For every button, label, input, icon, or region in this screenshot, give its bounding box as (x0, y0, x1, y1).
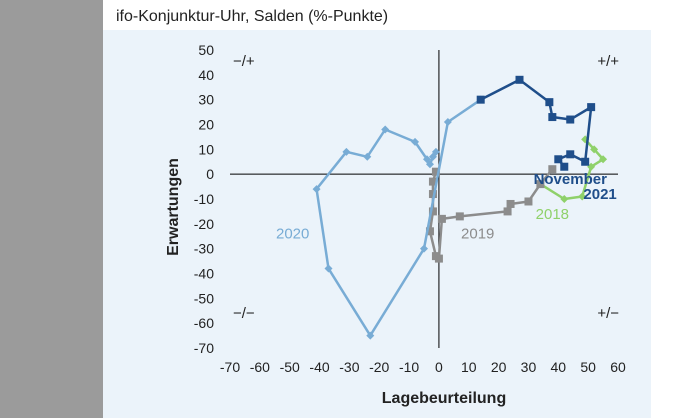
x-tick-label: 30 (521, 359, 537, 375)
y-tick-label: -40 (194, 266, 214, 282)
data-point-2020 (443, 118, 452, 127)
x-tick-label: 50 (580, 359, 596, 375)
x-tick-label: -70 (220, 359, 240, 375)
data-point-2020 (324, 264, 333, 273)
data-point-2021 (554, 155, 563, 164)
x-tick-label: -40 (309, 359, 329, 375)
data-point-2021 (548, 113, 557, 122)
y-tick-label: 10 (198, 141, 214, 157)
data-point-2021 (560, 162, 569, 171)
y-tick-label: -10 (194, 191, 214, 207)
x-axis-title: Lagebeurteilung (382, 390, 506, 407)
y-tick-label: 50 (198, 42, 214, 58)
data-point-2020 (381, 125, 390, 134)
x-tick-label: 10 (461, 359, 477, 375)
data-point-2018 (560, 195, 569, 203)
data-point-2019 (503, 207, 512, 216)
series-annotation-label: November (534, 171, 608, 188)
quadrant-label-bottom-right: +/− (597, 305, 619, 322)
y-tick-label: 30 (198, 92, 214, 108)
data-point-2018 (578, 192, 587, 201)
data-point-2019 (428, 207, 437, 216)
data-point-2020 (363, 152, 372, 161)
data-point-2020 (420, 244, 428, 253)
data-point-2021 (587, 103, 596, 112)
chart-background (103, 30, 651, 418)
data-point-2019 (506, 199, 515, 208)
data-point-2019 (536, 180, 545, 189)
data-point-2020 (342, 147, 351, 156)
data-point-2019 (431, 252, 440, 261)
data-point-2020 (366, 331, 375, 340)
y-tick-label: 0 (206, 166, 214, 182)
y-tick-label: -70 (194, 340, 214, 356)
data-point-2021 (581, 157, 590, 166)
data-point-2021 (515, 75, 524, 84)
data-point-2019 (431, 167, 440, 176)
x-tick-label: -60 (250, 359, 270, 375)
series-2020 (312, 95, 485, 340)
quadrant-label-top-left: −/+ (233, 53, 255, 70)
data-point-2021 (566, 115, 575, 124)
data-point-2020 (422, 155, 431, 164)
series-annotation-label: 2019 (461, 226, 494, 243)
x-tick-label: 40 (551, 359, 567, 375)
quadrant-label-bottom-left: −/− (233, 305, 255, 322)
series-annotation-label: 2021 (583, 186, 616, 203)
series-annotation-label: 2020 (276, 226, 309, 243)
series-annotation-label: 2018 (536, 206, 569, 223)
data-point-2019 (425, 227, 434, 236)
y-axis-title: Erwartungen (165, 158, 182, 256)
data-point-2019 (428, 177, 437, 186)
data-point-2021 (476, 95, 485, 104)
y-tick-label: -30 (194, 241, 214, 257)
data-point-2019 (455, 212, 464, 221)
data-point-2020 (411, 137, 420, 146)
data-point-2019 (428, 190, 437, 199)
y-tick-label: -50 (194, 290, 214, 306)
x-tick-label: -20 (369, 359, 389, 375)
x-tick-label: 60 (610, 359, 626, 375)
data-point-2019 (437, 214, 446, 223)
x-tick-label: 20 (491, 359, 507, 375)
chart-title: ifo-Konjunktur-Uhr, Salden (%-Punkte) (116, 8, 389, 25)
y-tick-label: 40 (198, 67, 214, 83)
right-margin (651, 0, 675, 418)
y-tick-label: -20 (194, 216, 214, 232)
data-point-2020 (312, 185, 321, 194)
data-point-2019 (548, 165, 557, 174)
x-tick-label: -10 (399, 359, 419, 375)
data-point-2021 (545, 98, 554, 107)
x-tick-label: 0 (435, 359, 443, 375)
x-tick-label: -50 (280, 359, 300, 375)
series-2021 (476, 75, 596, 171)
quadrant-label-top-right: +/+ (597, 53, 619, 70)
data-point-2018 (590, 145, 599, 154)
x-tick-label: -30 (339, 359, 359, 375)
series-line-2021 (480, 78, 593, 168)
data-point-2018 (599, 155, 608, 164)
y-tick-label: -60 (194, 315, 214, 331)
data-point-2019 (524, 197, 533, 206)
left-sidebar-band (0, 0, 103, 418)
y-tick-label: 20 (198, 117, 214, 133)
data-point-2021 (566, 150, 575, 159)
data-point-2020 (428, 152, 437, 161)
